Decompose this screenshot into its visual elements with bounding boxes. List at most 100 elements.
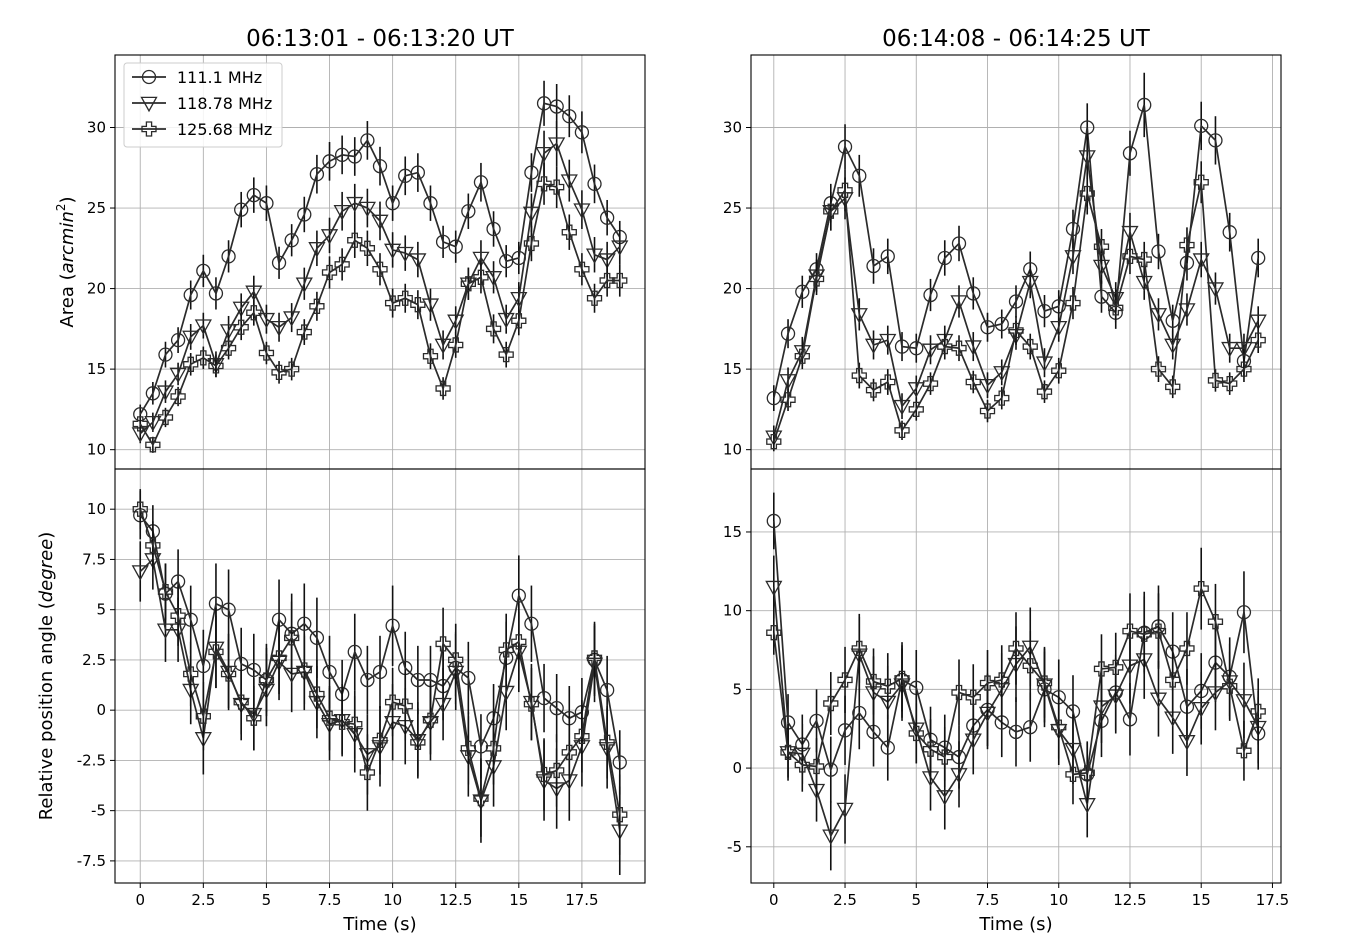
angle-ylabel-prefix: Relative position angle ( [36,602,57,820]
data-point-plus [397,698,413,714]
data-point-plus [170,388,186,405]
series-plus [766,547,1266,805]
data-point-plus [994,390,1010,406]
data-point-circle [1037,303,1052,319]
y-tick-label: 5 [96,601,106,619]
data-point-circle [994,316,1009,332]
data-point-triangle [822,829,840,845]
data-point-circle [1194,118,1209,134]
data-point-plus [937,338,953,355]
data-point-plus [951,684,967,701]
data-point-plus [498,346,514,363]
data-point-triangle [1178,303,1196,319]
data-point-plus [1093,239,1110,255]
data-point-plus [220,340,237,356]
data-point-plus [485,740,502,756]
x-tick-label: 12.5 [439,891,472,909]
data-point-plus [574,728,590,744]
series-line [772,182,1259,442]
data-point-triangle [409,253,427,269]
data-point-circle [780,326,796,341]
data-point-triangle [131,565,149,581]
data-point-plus [397,290,413,306]
data-point-plus [780,744,796,760]
x-tick-label: 5 [262,891,272,909]
data-point-triangle [864,338,883,355]
data-point-triangle [333,204,351,221]
data-point-circle [937,250,952,266]
data-point-plus [586,290,603,306]
area-ylabel-unit: arcmin [57,211,78,273]
data-point-plus [145,537,161,554]
data-point-plus [1008,322,1024,339]
data-point-triangle [535,146,553,163]
data-point-plus [1022,658,1038,674]
panel-area_right: 10 15 20 25 30 [723,54,1282,470]
y-tick-label: 0 [732,759,742,777]
data-point-triangle [978,378,997,395]
series-circle [133,80,627,424]
series-line [139,508,621,815]
data-point-triangle [560,174,578,190]
data-point-triangle [1192,253,1210,269]
data-point-triangle [484,271,503,287]
data-point-plus [1150,623,1167,639]
legend: 111.1 MHz 118.78 MHz 125.68 MHz [123,62,283,148]
data-point-circle [1251,250,1266,266]
data-point-circle [524,165,539,180]
data-point-plus [612,272,628,289]
panel-angle_right: -5 0 5 10 15 0 2.5 5 7.5 10 12.5 15 17.5 [723,468,1289,909]
data-point-plus [894,422,910,438]
data-point-triangle [283,311,301,327]
data-point-triangle [850,308,868,324]
data-point-plus [979,675,996,691]
data-point-plus [284,630,300,646]
area-ylabel-exponent: 2 [54,203,68,211]
data-point-triangle [921,343,940,360]
data-point-plus [766,433,782,450]
data-point-circle [880,249,895,264]
data-point-plus [347,716,363,732]
data-point-plus [851,640,867,657]
data-point-circle [511,588,526,603]
data-point-plus [384,694,401,710]
data-point-circle [923,287,938,303]
data-point-plus [448,652,464,668]
data-point-circle [246,187,261,203]
chart-panels: 10 15 20 25 30 10 15 20 25 30 -7.5 -5 -2.5 0 2.5 5 7.5 10… [77,54,1289,909]
data-point-plus [220,666,237,682]
axes-frame [114,468,646,884]
data-point-plus [1179,237,1195,253]
data-point-plus [1250,332,1266,348]
data-point-circle [486,221,501,237]
data-point-circle [980,320,995,335]
data-point-plus [612,807,628,823]
data-point-plus [321,264,338,281]
data-point-triangle [346,196,364,213]
x-tick-label: 2.5 [191,891,215,909]
data-point-plus [823,203,839,219]
data-point-circle [284,233,299,248]
x-tick-label: 0 [135,891,145,909]
legend-marker-triangle [140,96,158,113]
data-point-triangle [1064,742,1082,759]
data-point-plus [780,392,796,408]
data-point-plus [296,662,312,678]
data-point-plus [145,437,161,453]
data-point-circle [448,239,463,254]
area-ylabel-prefix: Area ( [57,273,78,327]
data-point-triangle [522,206,541,223]
data-point-plus [549,762,565,779]
data-point-plus [951,340,967,356]
legend-box [123,62,283,148]
data-point-plus [384,295,401,311]
data-point-plus [372,261,388,277]
data-point-plus [851,367,867,384]
data-point-plus [233,694,249,710]
data-point-circle [170,332,186,348]
data-point-triangle [156,385,175,401]
data-point-triangle [245,285,263,302]
data-point-triangle [270,320,288,337]
data-point-plus [1108,659,1124,675]
